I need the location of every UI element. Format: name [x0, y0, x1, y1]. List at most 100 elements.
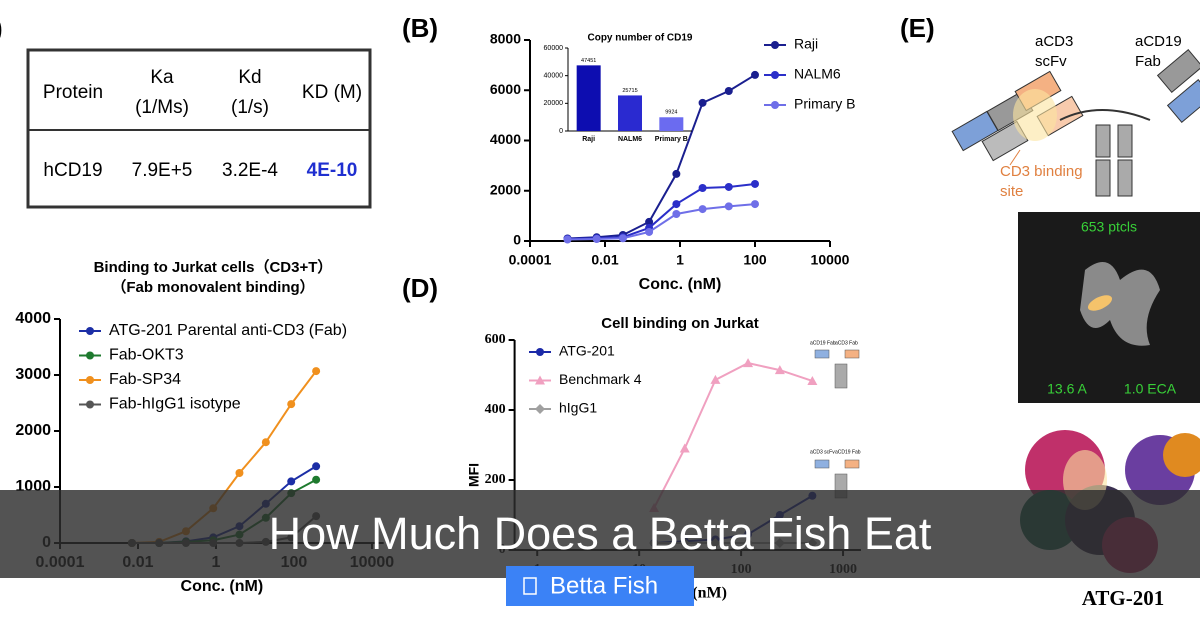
table-frame — [26, 48, 372, 209]
diagram-label: aCD19 — [1135, 33, 1182, 50]
micrograph-label: 13.6 A — [1047, 381, 1087, 397]
micrograph-label: 653 ptcls — [1081, 219, 1137, 235]
value-label: 9924 — [665, 110, 677, 116]
diagram-label: CD3 binding — [1000, 163, 1083, 180]
series-line — [653, 362, 813, 509]
structure-label: ATG-201 — [1082, 586, 1164, 610]
chart-title: Binding to Jurkat cells（CD3+T） — [94, 258, 333, 276]
diagram-label: scFv — [1035, 53, 1067, 70]
y-tick-label: 0 — [513, 232, 521, 248]
y-tick-label: 600 — [485, 332, 506, 347]
point — [645, 227, 654, 236]
point — [771, 71, 779, 79]
point — [672, 209, 681, 218]
micrograph-label: 1.0 ECA — [1124, 381, 1177, 397]
table-header: Protein — [43, 82, 103, 103]
point — [724, 182, 733, 191]
point — [536, 348, 544, 356]
x-tick-label: Raji — [582, 136, 595, 143]
point — [771, 41, 779, 49]
bar — [618, 95, 642, 131]
point — [774, 365, 785, 375]
panel-label: (B) — [402, 13, 438, 43]
icon-label: aCD3 Fab — [835, 340, 858, 346]
banner — [0, 490, 1200, 578]
legend-label: Fab-OKT3 — [109, 347, 184, 364]
banner-title: How Much Does a Betta Fish Eat — [269, 508, 932, 559]
badge-label: Betta Fish — [550, 572, 658, 599]
x-tick-label: 1 — [676, 252, 684, 268]
legend-label: Primary B — [794, 96, 855, 112]
point — [698, 205, 707, 214]
point — [592, 234, 601, 243]
chart-title: Copy number of CD19 — [587, 33, 692, 44]
icon-fab — [844, 459, 860, 469]
bar — [659, 117, 684, 131]
panel-label: ) — [0, 13, 3, 43]
table-cell: 7.9E+5 — [132, 160, 193, 181]
y-tick-label: 2000 — [490, 181, 521, 197]
x-tick-label: 10000 — [811, 252, 850, 268]
point — [618, 234, 627, 243]
icon-label: aCD19 Fab — [835, 449, 861, 455]
y-tick-label: 3000 — [15, 366, 51, 383]
table-header: Ka — [150, 67, 174, 88]
y-tick-label: 4000 — [490, 131, 521, 147]
point — [287, 400, 296, 409]
x-tick-label: NALM6 — [618, 136, 642, 143]
y-tick-label: 20000 — [544, 100, 564, 107]
point — [751, 70, 759, 79]
x-tick-label: 0.01 — [591, 252, 618, 268]
value-label: 25715 — [622, 88, 637, 94]
table-cell: 3.2E-4 — [222, 160, 278, 181]
panel-label: (E) — [900, 13, 935, 43]
table-header: Kd — [238, 67, 261, 88]
point — [287, 477, 296, 486]
point — [86, 351, 94, 360]
y-tick-label: 40000 — [544, 73, 564, 80]
legend-label: Benchmark 4 — [559, 371, 642, 387]
legend-label: ATG-201 Parental anti-CD3 (Fab) — [109, 322, 347, 339]
point — [771, 101, 779, 109]
legend-label: NALM6 — [794, 66, 841, 82]
y-axis-label: MFI — [465, 463, 481, 487]
diagram-label: Fab — [1135, 53, 1161, 70]
series-line — [567, 203, 756, 241]
table-header: (1/s) — [231, 97, 269, 118]
y-tick-label: 6000 — [490, 81, 521, 97]
table-cell: 4E-10 — [307, 160, 358, 181]
point — [672, 200, 681, 209]
legend-label: Fab-hIgG1 isotype — [109, 396, 241, 413]
point — [698, 183, 707, 192]
legend-label: Raji — [794, 36, 818, 52]
panel-label: (D) — [402, 273, 438, 303]
y-tick-label: 400 — [485, 402, 506, 417]
icon-fab — [844, 349, 860, 359]
icon-fab — [814, 349, 830, 359]
point — [235, 469, 244, 477]
particle — [1080, 262, 1160, 346]
y-tick-label: 200 — [485, 472, 506, 487]
bar — [576, 65, 601, 131]
point — [86, 400, 94, 409]
table-cell: hCD19 — [43, 160, 102, 181]
point — [751, 200, 759, 209]
icon-label: aCD19 Fab — [810, 340, 836, 346]
icon-fc — [834, 363, 848, 389]
point — [312, 475, 321, 484]
x-tick-label: 0.0001 — [509, 252, 552, 268]
series-line — [567, 182, 756, 240]
x-tick-label: 100 — [743, 252, 767, 268]
point — [743, 358, 754, 368]
badge-icon — [523, 577, 537, 595]
y-tick-label: 60000 — [544, 45, 564, 52]
y-tick-label: 0 — [559, 128, 563, 135]
y-tick-label: 4000 — [15, 310, 51, 327]
value-label: 47451 — [581, 58, 596, 64]
point — [312, 462, 321, 471]
point — [86, 327, 94, 335]
point — [710, 374, 721, 384]
icon-fab — [814, 459, 830, 469]
chart-title: Cell binding on Jurkat — [601, 315, 759, 332]
